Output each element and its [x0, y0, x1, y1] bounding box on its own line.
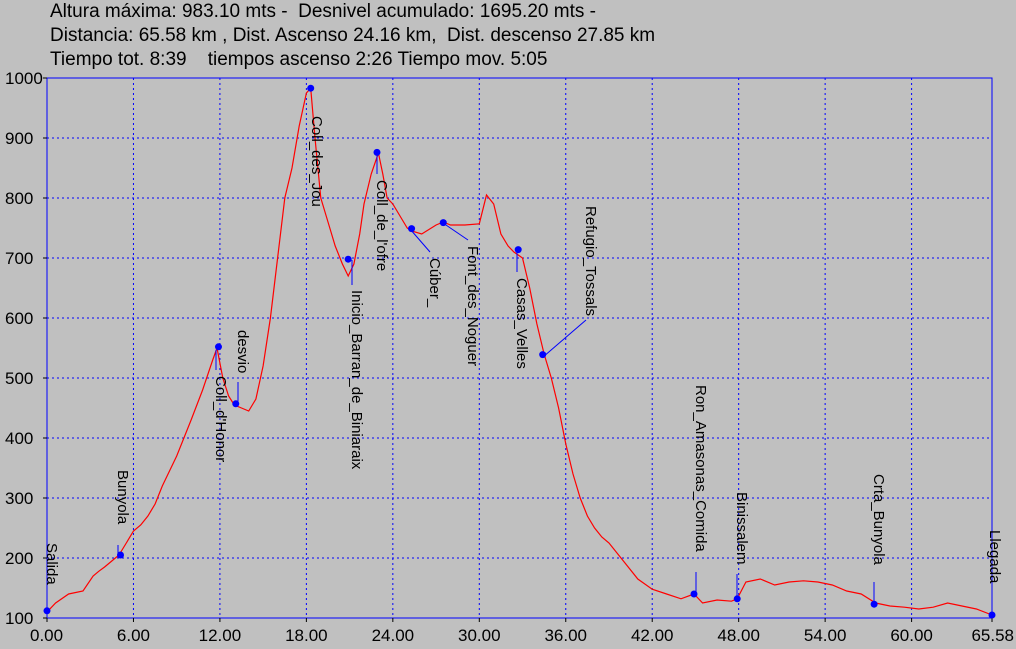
waypoint-marker	[988, 611, 996, 619]
stats-header: Altura máxima: 983.10 mts - Desnivel acu…	[50, 0, 655, 72]
waypoint-marker	[408, 225, 416, 233]
y-tick-label: 1000	[5, 69, 43, 88]
x-tick-label: 0.00	[30, 626, 63, 645]
elevation-line	[46, 86, 993, 616]
elevation-series	[46, 86, 993, 616]
waypoint-label: Coll_des_Jou	[308, 116, 325, 207]
waypoint-markers: Salida Bunyola Coll_d'Honor desvio Coll_des_…	[43, 84, 1003, 619]
waypoint-label: Llegada	[986, 530, 1003, 584]
y-tick-label: 100	[5, 609, 33, 628]
y-tick-label: 400	[5, 429, 33, 448]
x-tick-label: 54.00	[804, 626, 847, 645]
waypoint-label: Crta_Bunyola	[870, 474, 887, 566]
waypoint-marker	[870, 600, 878, 608]
waypoint-label: Salida	[43, 543, 60, 585]
x-axis-ticks: 0.00 6.00 12.00 18.00 24.00 30.00 36.00 42.00 48…	[30, 618, 1014, 645]
x-tick-label: 65.58	[971, 626, 1014, 645]
y-tick-label: 600	[5, 309, 33, 328]
waypoint-label: Inicio_Barran_de_Biniaraix	[348, 290, 365, 470]
y-tick-label: 900	[5, 129, 33, 148]
waypoint-leader	[542, 319, 587, 358]
x-tick-label: 36.00	[544, 626, 587, 645]
waypoint-leader	[409, 228, 431, 253]
x-tick-label: 48.00	[717, 626, 760, 645]
stats-line-time: Tiempo tot. 8:39 tiempos ascenso 2:26 Ti…	[50, 49, 548, 70]
waypoint-marker	[116, 551, 124, 559]
y-tick-label: 300	[5, 489, 33, 508]
waypoint-marker	[514, 246, 522, 254]
waypoint-label: Coll_d'Honor	[212, 376, 229, 462]
plot-frame	[46, 77, 993, 619]
waypoint-label: Binissalem	[733, 492, 750, 565]
x-tick-label: 18.00	[285, 626, 328, 645]
waypoint-label: Bunyola	[114, 470, 131, 525]
waypoint-label: desvio	[234, 330, 251, 373]
x-tick-label: 24.00	[372, 626, 415, 645]
waypoint-label: Font_des_Noguer	[464, 246, 481, 366]
waypoint-marker	[690, 590, 698, 598]
x-tick-label: 30.00	[458, 626, 501, 645]
waypoint-label: Casas_Velles	[513, 278, 530, 369]
waypoint-marker	[539, 351, 547, 359]
y-tick-label: 200	[5, 549, 33, 568]
waypoint-marker	[373, 148, 381, 156]
waypoint-marker	[344, 255, 352, 263]
waypoint-marker	[733, 595, 741, 603]
x-tick-label: 42.00	[631, 626, 674, 645]
waypoint-marker	[307, 84, 315, 92]
waypoint-marker	[232, 400, 240, 408]
waypoint-leader	[442, 222, 469, 241]
y-tick-label: 700	[5, 249, 33, 268]
y-axis-ticks: 100 200 300 400 500 600 700 800 900 1000	[5, 69, 47, 628]
waypoint-label: Ron_Amasonas_Comida	[692, 385, 709, 552]
waypoint-marker	[439, 219, 447, 227]
waypoint-marker	[214, 343, 222, 351]
waypoint-marker	[43, 607, 51, 615]
stats-line-altitude: Altura máxima: 983.10 mts - Desnivel acu…	[50, 1, 596, 22]
waypoint-label: Cúber_	[426, 258, 443, 308]
waypoint-label: Coll_de_l'ofre	[373, 180, 390, 271]
x-tick-label: 6.00	[117, 626, 150, 645]
y-tick-label: 500	[5, 369, 33, 388]
x-tick-label: 12.00	[199, 626, 242, 645]
stats-line-distance: Distancia: 65.58 km , Dist. Ascenso 24.1…	[50, 25, 656, 46]
waypoint-label: Refugio_Tossals	[582, 206, 599, 316]
x-tick-label: 60.00	[890, 626, 933, 645]
y-tick-label: 800	[5, 189, 33, 208]
